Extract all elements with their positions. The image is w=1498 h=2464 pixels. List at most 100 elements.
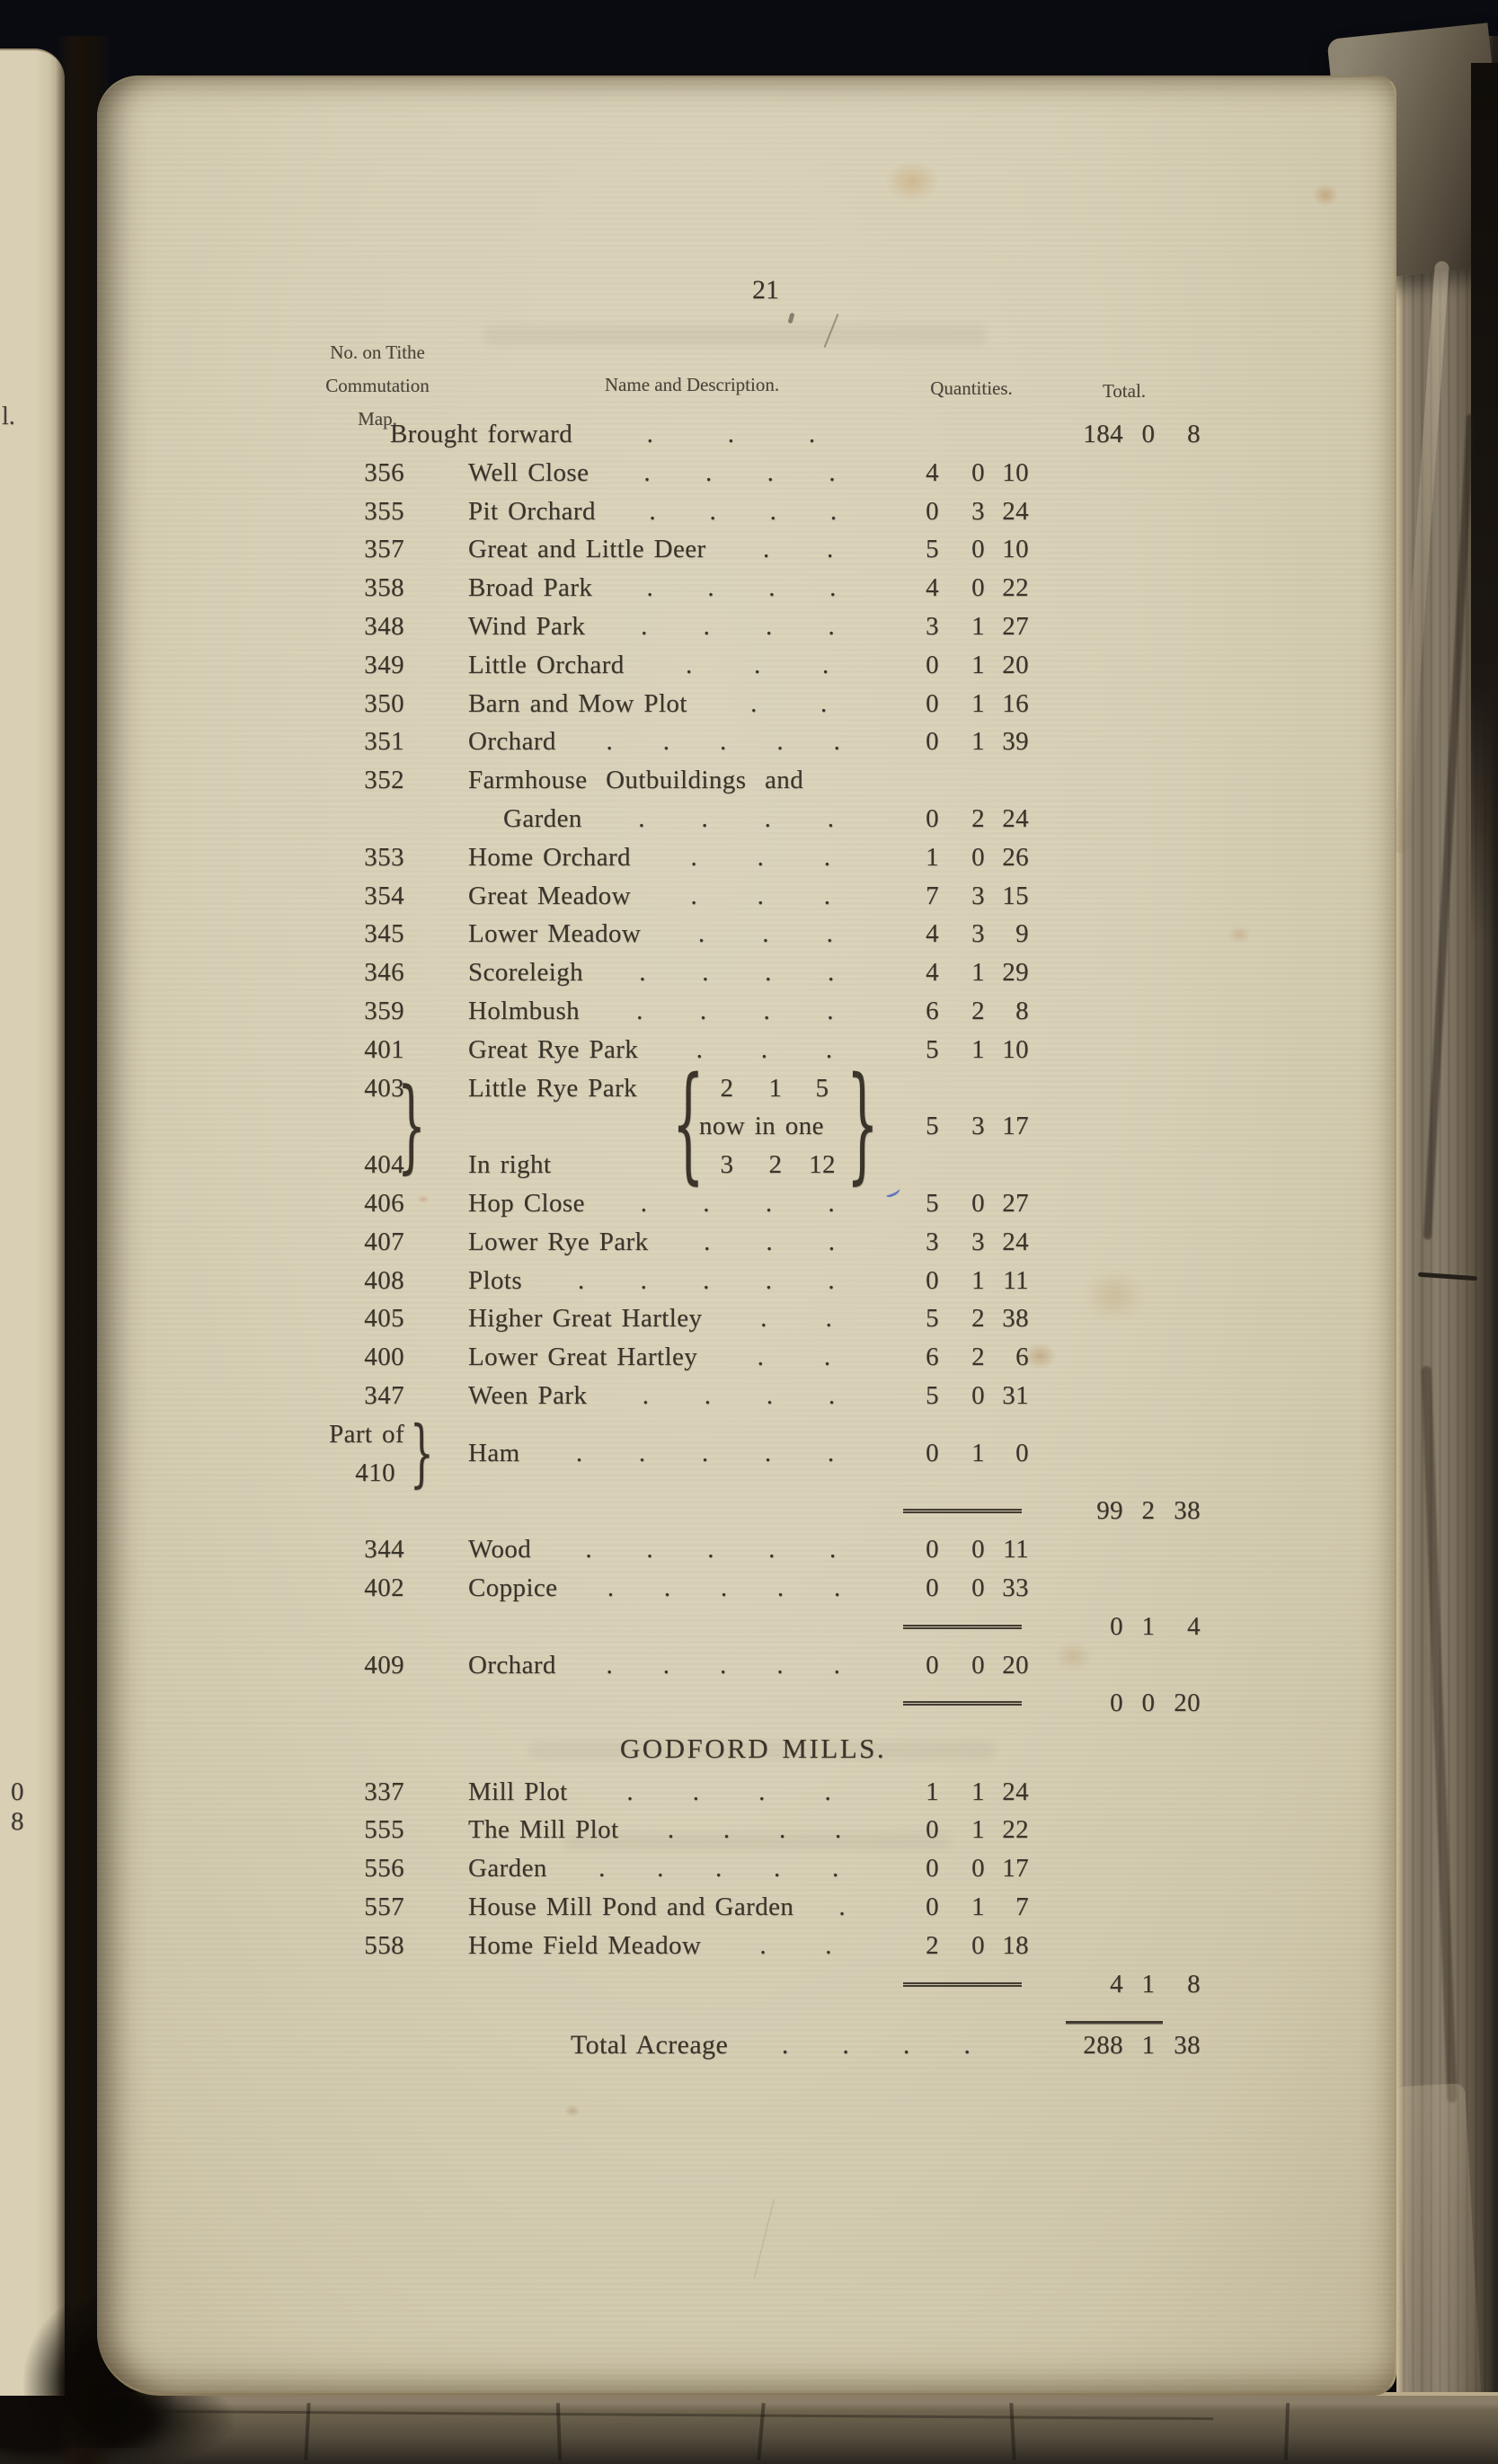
table-row: 406 Hop Close.... 5 0 27 [97, 1184, 1396, 1223]
leader-dot: . [765, 1188, 773, 1218]
field-name: Orchard [468, 727, 556, 757]
map-number: 408 [364, 1265, 404, 1295]
field-name: Hop Close [468, 1188, 585, 1218]
qty-perches: 17 [1002, 1112, 1029, 1141]
field-name: Little Rye Park [468, 1073, 638, 1103]
qty-acres: 5 [926, 1188, 939, 1218]
table-row: Part of 410} Ham..... 0 1 0 [97, 1409, 1396, 1495]
bottom-crease [1283, 2402, 1290, 2461]
leader-dot: . [838, 1892, 846, 1922]
map-number: 358 [364, 573, 404, 603]
leader-dots: ..... [531, 1530, 891, 1569]
name-line: House Mill Pond and Garden. [468, 1888, 891, 1927]
header-line: No. on Tithe [330, 341, 425, 363]
qty-acres: 5 [926, 1112, 939, 1141]
subtotal-rule [903, 1624, 1022, 1629]
field-name: Scoreleigh [468, 958, 584, 988]
qty-acres: 0 [926, 1265, 939, 1295]
sub-qty: 3 [720, 1150, 734, 1180]
leader-dot: . [823, 842, 831, 872]
qty-roods: 1 [971, 1815, 985, 1845]
name-line: Lower Meadow... [468, 915, 891, 953]
leader-dot: . [720, 1573, 728, 1602]
leader-dot: . [760, 1304, 767, 1334]
header-line: Commutation [325, 375, 430, 396]
fox-stain [884, 160, 940, 203]
subtotal-rule [903, 1701, 1022, 1706]
map-number: 353 [364, 842, 404, 872]
leader-dot: . [720, 1650, 727, 1680]
qty-acres: 0 [926, 1892, 939, 1922]
total-perches: 4 [1187, 1611, 1201, 1641]
leader-dot: . [727, 420, 735, 448]
leader-dots: .... [728, 2026, 1024, 2065]
leader-dot: . [699, 996, 707, 1025]
qty-roods: 3 [971, 919, 985, 949]
map-number: 400 [364, 1343, 404, 1372]
grand-total-line: Total Acreage.... [571, 2026, 1024, 2065]
leader-dot: . [834, 1815, 842, 1845]
leader-dot: . [636, 996, 643, 1025]
sub-qty: 2 [768, 1150, 783, 1180]
leader-dot: . [833, 1650, 841, 1680]
map-number: 401 [364, 1034, 404, 1064]
leader-dot: . [643, 457, 651, 487]
leader-dot: . [598, 1854, 606, 1883]
leader-dots: ..... [520, 1415, 891, 1493]
leader-dot: . [828, 958, 835, 988]
qty-acres: 4 [926, 457, 939, 487]
column-header-name-description: Name and Description. [604, 374, 780, 395]
total-roods: 1 [1141, 1611, 1156, 1641]
field-name: Mill Plot [468, 1777, 568, 1806]
qty-acres: 5 [926, 1380, 939, 1410]
leader-dot: . [762, 919, 769, 949]
qty-roods: 2 [971, 996, 985, 1025]
qty-roods: 0 [971, 842, 985, 872]
map-number: 403 [364, 1073, 404, 1103]
leader-dots: ... [631, 838, 891, 877]
name-line: Barn and Mow Plot.. [468, 685, 891, 723]
table-row: 344 Wood..... 0 0 11 [97, 1530, 1396, 1569]
paper-crease [1421, 1366, 1458, 2103]
qty-perches: 10 [1002, 1034, 1029, 1064]
leader-dot: . [828, 1188, 836, 1218]
name-line: Plots..... [468, 1262, 891, 1300]
leader-dot: . [763, 996, 771, 1025]
fox-stain [564, 2105, 581, 2117]
leader-dots: ..... [556, 1646, 891, 1685]
leader-dot: . [823, 1343, 831, 1372]
qty-roods: 1 [971, 611, 985, 641]
leader-dot: . [902, 2030, 910, 2061]
field-name: Garden [468, 1854, 547, 1883]
name-line: Ham..... [468, 1415, 891, 1493]
qty-perches: 24 [1002, 496, 1029, 526]
qty-roods: 3 [971, 1227, 985, 1256]
total-roods: 2 [1141, 1496, 1156, 1526]
leader-dot: . [720, 727, 727, 757]
qty-roods: 3 [971, 881, 985, 910]
name-line: Hop Close.... [468, 1184, 891, 1223]
total-roods: 0 [1141, 1688, 1156, 1718]
scratch-mark [754, 2199, 775, 2278]
leader-dot: . [575, 1438, 583, 1467]
qty-acres: 1 [926, 842, 939, 872]
qty-perches: 15 [1002, 881, 1029, 910]
qty-roods: 3 [971, 496, 985, 526]
fox-stain [1312, 183, 1339, 207]
leader-dot: . [715, 1854, 722, 1883]
leader-dots: ... [649, 1223, 891, 1262]
leader-dots: ... [625, 646, 891, 685]
field-name: Holmbush [468, 996, 581, 1025]
leader-dot: . [766, 611, 773, 641]
table-row: 347 Ween Park.... 5 0 31 [97, 1377, 1396, 1415]
qty-acres: 0 [926, 1854, 939, 1883]
name-line: Lower Great Hartley.. [468, 1338, 891, 1377]
table-row: 402 Coppice..... 0 0 33 [97, 1569, 1396, 1608]
leader-dots: ... [572, 415, 890, 454]
section-heading: GODFORD MILLS. [619, 1733, 887, 1765]
map-number: 337 [364, 1777, 404, 1806]
qty-perches: 11 [1003, 1265, 1029, 1295]
field-name: Wood [468, 1535, 532, 1564]
